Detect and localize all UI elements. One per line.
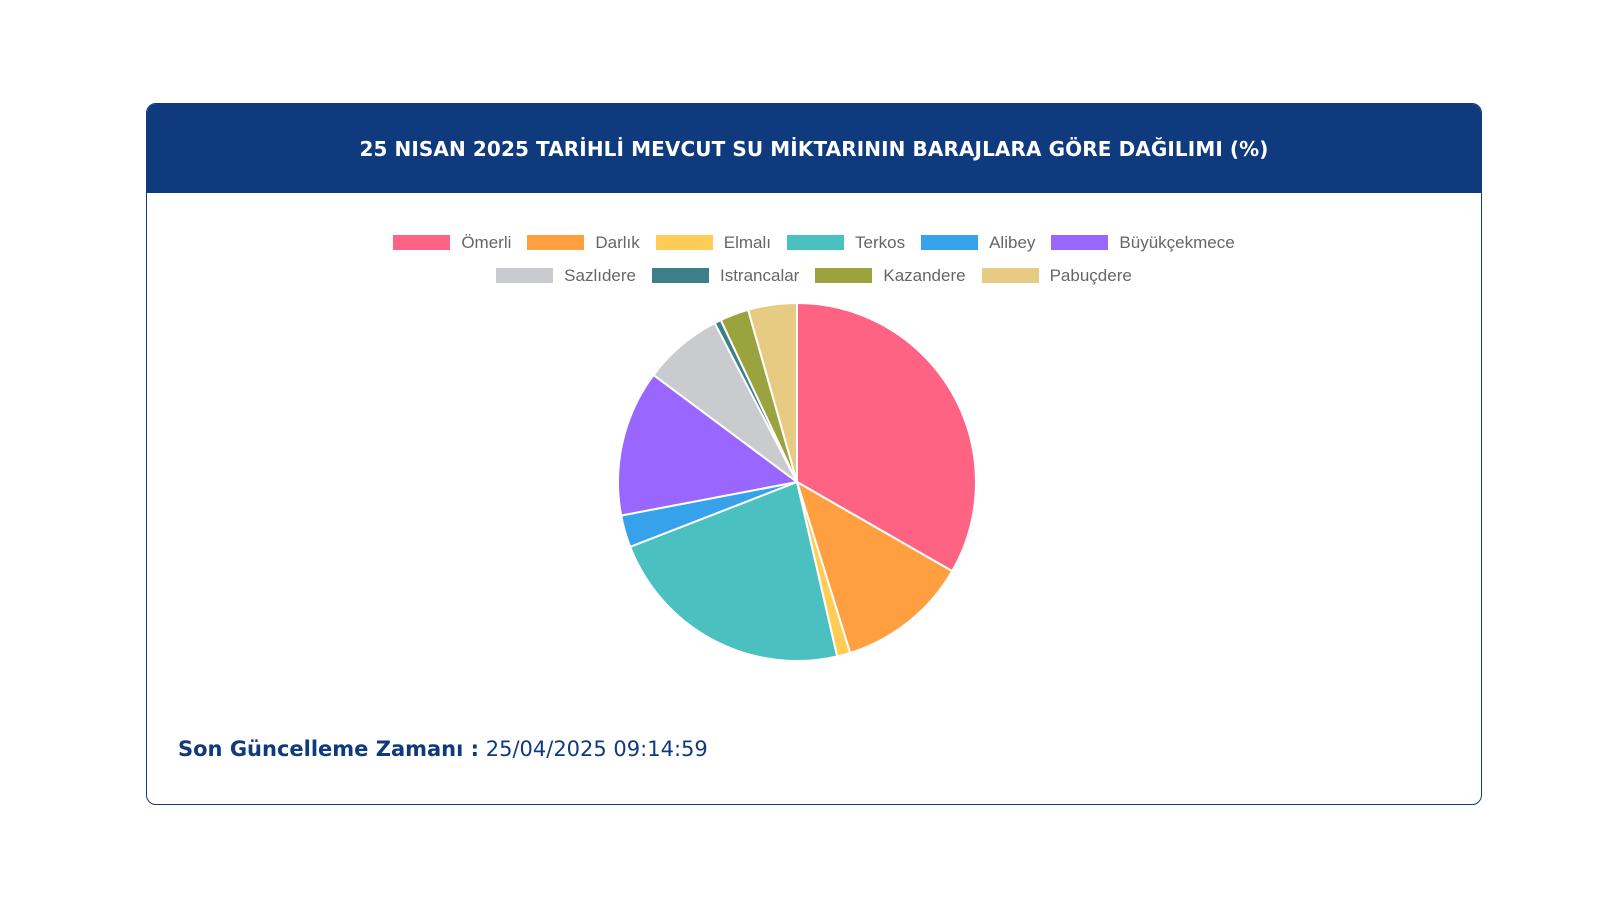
legend-item-istrancalar[interactable]: Istrancalar (651, 265, 800, 286)
legend-item-omerli[interactable]: Ömerli (393, 232, 511, 253)
chart-card: 25 NISAN 2025 TARİHLİ MEVCUT SU MİKTARIN… (146, 103, 1482, 805)
legend-item-buyukcekmece[interactable]: Büyükçekmece (1051, 232, 1235, 253)
legend-label: Büyükçekmece (1119, 232, 1235, 252)
legend-label: Alibey (989, 232, 1036, 252)
chart-legend: Ömerli Darlık Elmalı Terkos Alibey Büyükçekme… (147, 232, 1481, 286)
last-update: Son Güncelleme Zamanı : 25/04/2025 09:14… (178, 737, 708, 761)
pie-slice-pabucdere[interactable] (746, 301, 798, 483)
legend-item-elmali[interactable]: Elmalı (655, 232, 772, 253)
legend-item-pabucdere[interactable]: Pabuçdere (981, 265, 1132, 286)
legend-label: Sazlıdere (564, 265, 636, 285)
legend-item-terkos[interactable]: Terkos (787, 232, 905, 253)
legend-swatch (787, 235, 845, 250)
last-update-label: Son Güncelleme Zamanı : (178, 737, 480, 761)
legend-label: Kazandere (883, 265, 966, 285)
legend-swatch (527, 235, 585, 250)
legend-item-kazandere[interactable]: Kazandere (815, 265, 966, 286)
legend-swatch (981, 268, 1039, 283)
legend-label: Terkos (855, 232, 906, 252)
legend-item-sazlidere[interactable]: Sazlıdere (496, 265, 636, 286)
card-header: 25 NISAN 2025 TARİHLİ MEVCUT SU MİKTARIN… (147, 104, 1481, 193)
pie-slice-omerli[interactable] (796, 301, 977, 573)
legend-label: Istrancalar (719, 265, 800, 285)
legend-label: Ömerli (461, 232, 512, 252)
legend-label: Darlık (595, 232, 640, 252)
legend-swatch (655, 235, 713, 250)
legend-swatch (815, 268, 873, 283)
pie-slice-darlik[interactable] (795, 479, 954, 655)
legend-swatch (393, 235, 451, 250)
legend-item-darlik[interactable]: Darlık (527, 232, 640, 253)
pie-slice-buyukcekmece[interactable] (617, 373, 800, 517)
last-update-timestamp: 25/04/2025 09:14:59 (485, 737, 708, 761)
legend-item-alibey[interactable]: Alibey (921, 232, 1035, 253)
card-title: 25 NISAN 2025 TARİHLİ MEVCUT SU MİKTARIN… (359, 136, 1269, 161)
legend-swatch (1051, 235, 1109, 250)
legend-label: Elmalı (723, 232, 772, 252)
legend-swatch (921, 235, 979, 250)
legend-swatch (651, 268, 709, 283)
pie-chart (617, 301, 977, 662)
legend-label: Pabuçdere (1049, 265, 1132, 285)
legend-swatch (496, 268, 554, 283)
